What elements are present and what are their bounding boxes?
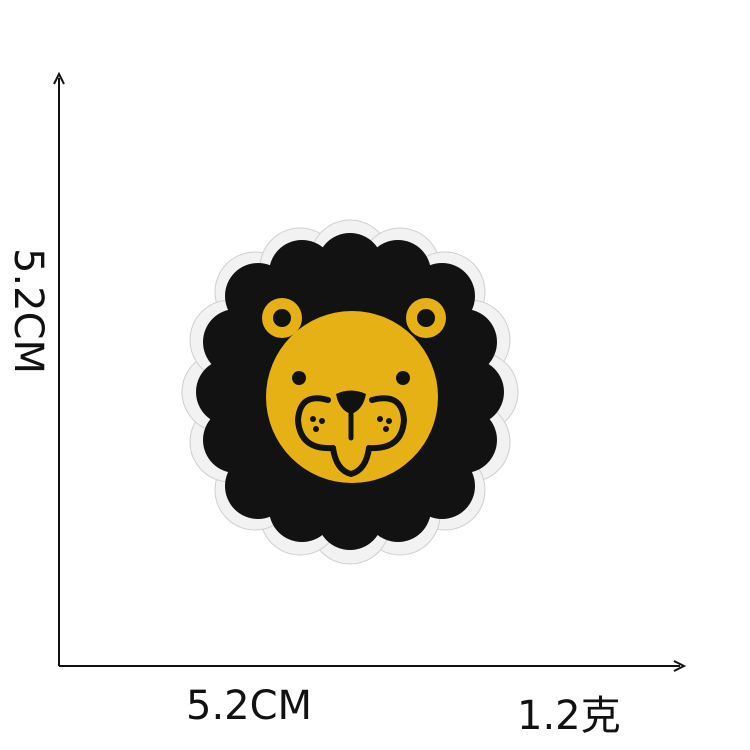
- horizontal-axis-arrow: [673, 660, 687, 672]
- height-dimension-label: 5.2CM: [5, 248, 51, 375]
- lion-nose: [336, 390, 366, 414]
- lion-right-eye: [396, 371, 410, 385]
- vertical-axis-arrow: [53, 71, 65, 85]
- lion-ears: [262, 298, 446, 338]
- lion-left-eye: [292, 371, 306, 385]
- weight-label: 1.2克: [517, 693, 621, 739]
- lion-face-patch-icon: [181, 219, 519, 565]
- dimension-axes: [53, 71, 687, 672]
- width-dimension-label: 5.2CM: [186, 683, 313, 729]
- lion-muzzle: [295, 395, 407, 477]
